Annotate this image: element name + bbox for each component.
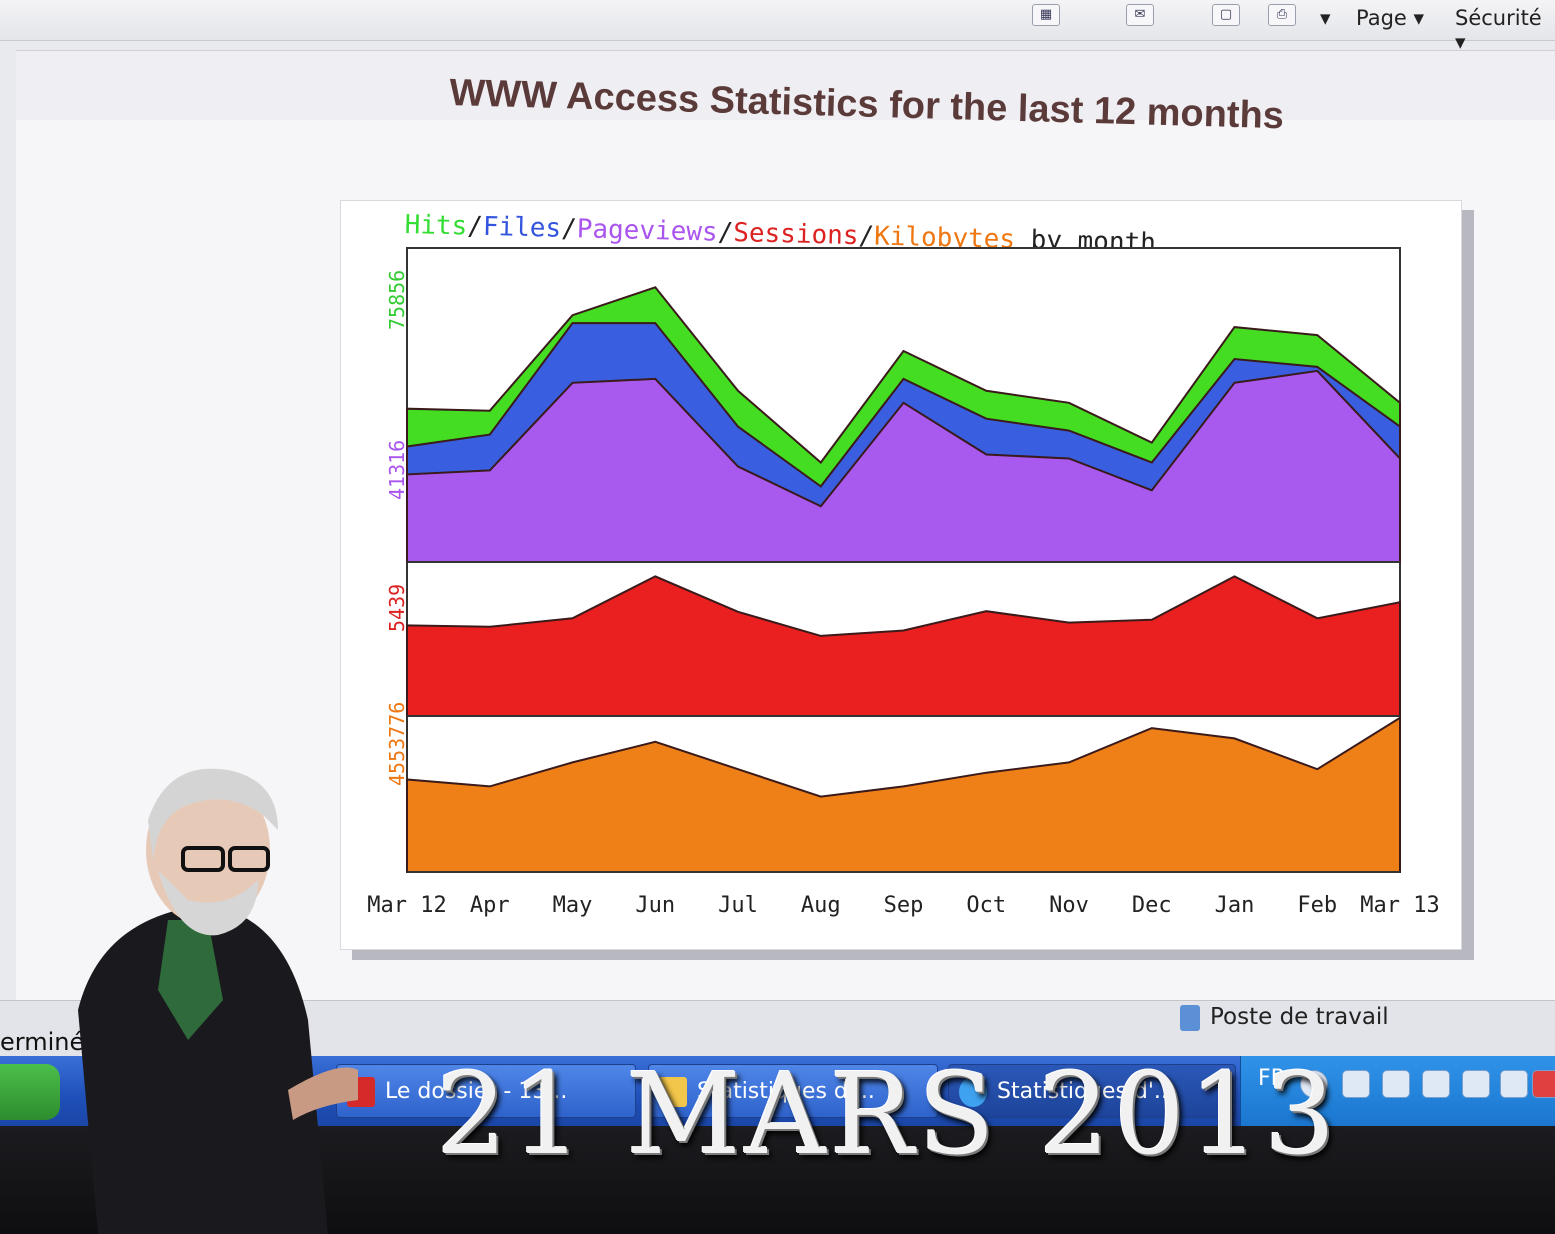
presenter-figure bbox=[78, 768, 358, 1234]
status-text: erminé bbox=[0, 1028, 85, 1056]
taskbar-item-label: Statistiques d'... bbox=[697, 1079, 875, 1104]
x-tick-label: Nov bbox=[1049, 893, 1089, 918]
taskbar-item-folder[interactable]: Statistiques d'... bbox=[648, 1064, 938, 1118]
series-area-sessions bbox=[406, 575, 1401, 717]
read-mail-icon[interactable]: ✉ bbox=[1126, 4, 1154, 26]
x-tick-label: Aug bbox=[801, 893, 841, 918]
y-axis-max-label: 75856 bbox=[385, 270, 409, 330]
alert-icon[interactable] bbox=[1532, 1070, 1555, 1098]
y-axis-max-label: 4553776 bbox=[385, 702, 409, 786]
menu-page[interactable]: Page ▾ bbox=[1356, 6, 1425, 30]
x-tick-label: Apr bbox=[470, 893, 510, 918]
x-tick-label: Feb bbox=[1297, 893, 1337, 918]
date-watermark: 21 MARS 2013 bbox=[436, 1050, 1340, 1180]
taskbar-item-browser[interactable]: Statistiques d'... bbox=[948, 1064, 1236, 1118]
print-dropdown-chevron-icon[interactable]: ▾ bbox=[1320, 6, 1331, 30]
internet-explorer-icon bbox=[959, 1077, 987, 1107]
x-tick-label: Jun bbox=[635, 893, 675, 918]
taskbar-item-label: Le dossier - 13... bbox=[385, 1079, 568, 1104]
document-icon[interactable]: ▢ bbox=[1212, 4, 1240, 26]
series-area-pageviews bbox=[406, 369, 1401, 563]
display-icon[interactable] bbox=[1500, 1070, 1528, 1098]
bluetooth-icon[interactable] bbox=[1422, 1070, 1450, 1098]
safely-remove-icon[interactable] bbox=[1462, 1070, 1490, 1098]
y-axis-mid-label: 41316 bbox=[385, 440, 409, 500]
browser-command-bar: ▦ ✉ ▢ ⎙ ▾ Page ▾ Sécurité ▾ bbox=[0, 0, 1555, 54]
start-button[interactable] bbox=[0, 1064, 60, 1120]
x-tick-label: Jan bbox=[1215, 893, 1255, 918]
wireless-icon[interactable] bbox=[1382, 1070, 1410, 1098]
folder-icon bbox=[659, 1077, 687, 1107]
x-tick-label: May bbox=[553, 893, 593, 918]
print-icon[interactable]: ⎙ bbox=[1268, 4, 1296, 26]
x-tick-label: Mar 13 bbox=[1360, 893, 1439, 918]
network-icon[interactable] bbox=[1342, 1070, 1370, 1098]
y-axis-max-label: 5439 bbox=[385, 584, 409, 632]
x-tick-label: Mar 12 bbox=[367, 893, 446, 918]
menu-page-label: Page bbox=[1356, 6, 1407, 30]
security-zone-label: Poste de travail bbox=[1210, 1004, 1389, 1030]
series-area-kilobytes bbox=[406, 716, 1401, 873]
taskbar-item-pdf[interactable]: Le dossier - 13... bbox=[336, 1064, 636, 1118]
computer-icon bbox=[1180, 1004, 1200, 1031]
x-tick-label: Dec bbox=[1132, 893, 1172, 918]
x-tick-label: Jul bbox=[718, 893, 758, 918]
security-zone: Poste de travail bbox=[1180, 1004, 1389, 1031]
x-tick-label: Oct bbox=[966, 893, 1006, 918]
menu-security-label: Sécurité bbox=[1455, 6, 1542, 30]
language-indicator[interactable]: FR bbox=[1258, 1066, 1286, 1091]
feeds-icon[interactable]: ▦ bbox=[1032, 4, 1060, 26]
menu-security[interactable]: Sécurité ▾ bbox=[1455, 6, 1542, 54]
help-icon[interactable] bbox=[1300, 1070, 1328, 1098]
page-header-band bbox=[16, 50, 1555, 121]
taskbar-item-label: Statistiques d'... bbox=[997, 1079, 1175, 1104]
x-tick-label: Sep bbox=[884, 893, 924, 918]
